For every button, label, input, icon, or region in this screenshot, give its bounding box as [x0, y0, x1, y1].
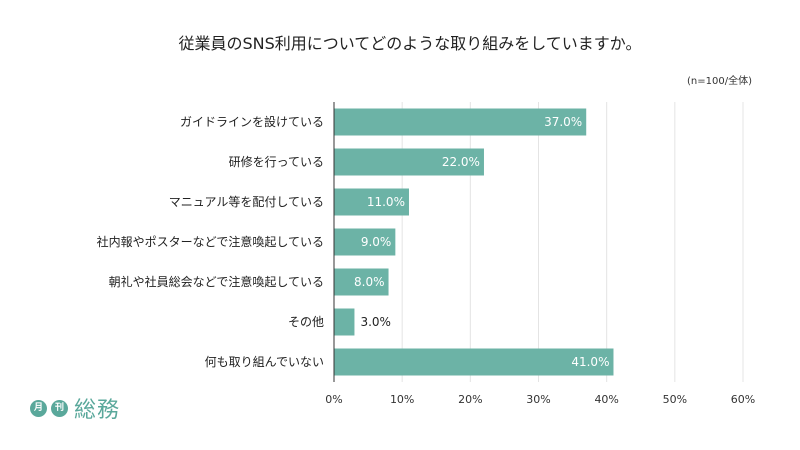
category-label: 社内報やポスターなどで注意喚起している: [97, 234, 324, 249]
value-label: 22.0%: [442, 155, 480, 169]
x-tick-label: 60%: [731, 393, 755, 406]
category-label: マニュアル等を配付している: [169, 195, 324, 209]
logo-text: 総務: [74, 398, 121, 423]
value-label: 8.0%: [354, 275, 385, 289]
bars: [334, 108, 614, 376]
bar: [334, 148, 484, 176]
x-tick-label: 50%: [663, 393, 687, 406]
bar: [334, 108, 587, 136]
x-tick-label: 20%: [458, 393, 482, 406]
logo-badge-month: 月: [30, 399, 47, 417]
value-label: 9.0%: [361, 235, 392, 249]
x-tick-label: 0%: [325, 393, 342, 406]
x-tick-label: 40%: [594, 393, 618, 406]
bar: [334, 228, 396, 256]
bar: [334, 268, 389, 296]
value-label: 41.0%: [571, 355, 609, 369]
x-tick-label: 10%: [390, 393, 414, 406]
category-label: その他: [288, 315, 324, 329]
gekkan-soumu-logo: 月 刊 総務: [30, 392, 120, 424]
sample-size-note: (n=100/全体): [687, 74, 752, 87]
category-labels: ガイドラインを設けている研修を行っているマニュアル等を配付している社内報やポスタ…: [97, 114, 324, 369]
grid-lines: [401, 102, 744, 382]
value-label: 11.0%: [367, 195, 405, 209]
logo-badge-issue: 刊: [51, 399, 68, 417]
category-label: 朝礼や社員総会などで注意喚起している: [109, 274, 324, 289]
value-label: 3.0%: [360, 315, 391, 329]
value-labels: 37.0% 22.0% 11.0% 9.0% 8.0% 3.0% 41.0%: [354, 115, 609, 369]
x-axis-ticks: 0% 10% 20% 30% 40% 50% 60%: [325, 393, 755, 406]
value-label: 37.0%: [544, 115, 582, 129]
bar: [334, 308, 355, 336]
x-tick-label: 30%: [526, 393, 550, 406]
category-label: 何も取り組んでいない: [205, 355, 324, 369]
category-label: ガイドラインを設けている: [180, 114, 324, 129]
chart-title: 従業員のSNS利用についてどのような取り組みをしていますか。: [178, 34, 641, 53]
category-label: 研修を行っている: [229, 154, 324, 169]
bar: [334, 188, 409, 216]
bar: [334, 348, 614, 376]
